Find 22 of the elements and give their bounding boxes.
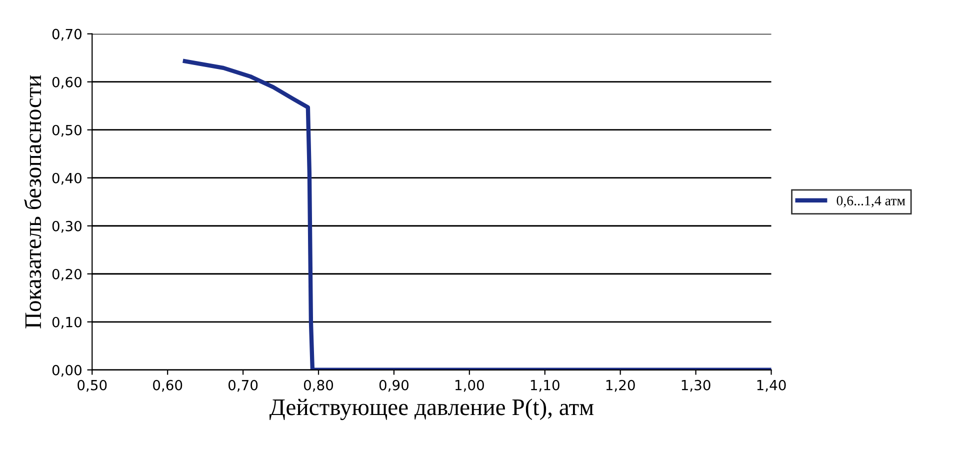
- x-axis-title: Действующее давление P(t), атм: [269, 398, 594, 420]
- x-tick-label: 0,80: [304, 380, 334, 392]
- x-tick-label: 0,70: [228, 380, 258, 392]
- x-tick-label: 0,60: [153, 380, 182, 392]
- legend-label: 0,6...1,4 атм: [836, 196, 906, 208]
- y-tick-label: 0,30: [52, 220, 82, 233]
- x-tick-label: 1,40: [757, 380, 786, 392]
- y-axis-title: Показатель безопасности: [24, 75, 42, 328]
- line-series: [182, 59, 772, 370]
- y-tick-label: 0,50: [52, 124, 82, 137]
- x-tick-label: 1,20: [606, 380, 635, 392]
- y-tick-label: 0,00: [52, 364, 82, 377]
- y-tick-label: 0,20: [52, 268, 82, 281]
- y-tick-label: 0,60: [52, 76, 82, 89]
- x-tick-label: 1,00: [455, 380, 484, 392]
- x-tick-label: 1,30: [682, 380, 710, 392]
- y-tick-label: 0,70: [52, 28, 82, 41]
- x-tick-label: 0,90: [379, 380, 408, 392]
- x-tick-label: 0,50: [78, 380, 107, 392]
- y-tick-label: 0,10: [52, 316, 82, 329]
- y-tick-label: 0,40: [52, 172, 82, 185]
- x-tick-label: 1,10: [530, 380, 560, 392]
